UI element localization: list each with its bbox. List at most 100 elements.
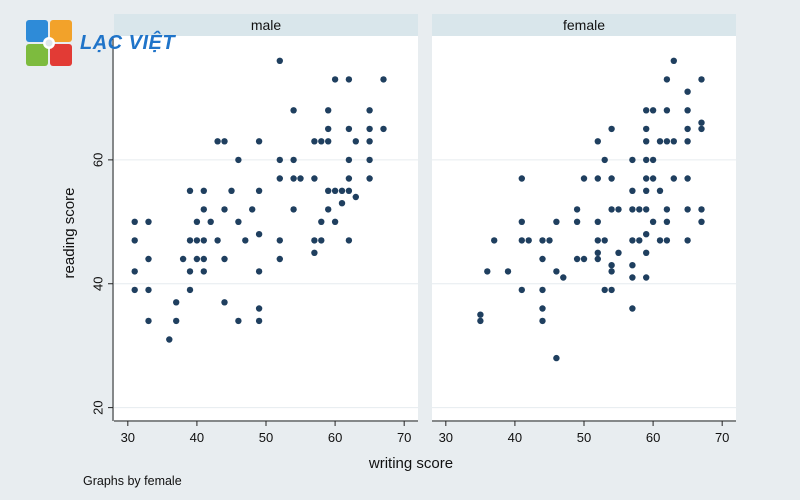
data-point [504, 268, 512, 275]
data-point [656, 237, 664, 244]
data-point [649, 175, 657, 182]
data-point [318, 138, 325, 145]
data-point [200, 187, 207, 194]
logo-mark-icon [26, 20, 72, 66]
data-point [214, 138, 221, 145]
data-point [684, 125, 691, 133]
data-point [318, 237, 325, 244]
data-point [594, 255, 601, 263]
data-point [684, 107, 691, 114]
data-point [608, 286, 615, 294]
data-point [345, 156, 353, 164]
data-point [560, 274, 567, 281]
panel-male: male 30 40 50 60 70 [114, 14, 418, 445]
graphs-by-note: Graphs by female [83, 474, 182, 488]
data-point [656, 138, 664, 145]
data-point [643, 231, 650, 238]
data-point [290, 206, 297, 213]
data-point [636, 237, 643, 244]
data-point [684, 175, 691, 182]
data-point [553, 218, 560, 225]
data-point [311, 237, 318, 244]
data-point [352, 193, 359, 201]
data-point [131, 286, 138, 294]
data-point [539, 286, 546, 294]
data-point [546, 237, 553, 244]
data-point [594, 249, 601, 256]
data-point [698, 218, 705, 225]
data-point [491, 237, 498, 244]
data-point [573, 206, 581, 213]
data-point [228, 187, 235, 194]
data-point [255, 231, 263, 238]
x-tick-label: 70 [397, 430, 411, 445]
data-point [573, 218, 581, 225]
data-point [221, 299, 228, 306]
data-point [200, 255, 207, 263]
data-point [345, 76, 353, 83]
x-tick-label: 30 [439, 430, 453, 445]
data-point [477, 317, 484, 325]
panel-title: female [563, 17, 605, 33]
data-point [608, 206, 615, 213]
data-point [601, 156, 608, 164]
data-point [131, 218, 138, 225]
data-point [276, 57, 283, 64]
data-point [366, 156, 373, 164]
data-point [179, 255, 187, 263]
data-point [193, 218, 201, 225]
data-point [214, 237, 221, 244]
data-point [663, 107, 671, 114]
data-point [484, 268, 491, 275]
data-point [663, 76, 671, 83]
data-point [539, 317, 546, 325]
data-point [615, 249, 622, 256]
plot-area [114, 36, 418, 420]
data-point [643, 107, 650, 114]
data-point [366, 107, 373, 114]
data-point [518, 218, 525, 225]
data-point [629, 206, 636, 213]
data-point [684, 206, 691, 213]
data-point [276, 255, 283, 263]
data-point [608, 268, 615, 275]
data-point [173, 299, 180, 306]
data-point [207, 218, 214, 225]
data-point [670, 57, 677, 64]
data-point [525, 237, 532, 244]
data-point [643, 187, 650, 194]
data-point [539, 255, 546, 263]
data-point [318, 218, 325, 225]
data-point [193, 237, 201, 244]
data-point [345, 125, 353, 133]
data-point [553, 268, 560, 275]
data-point [594, 237, 601, 244]
data-point [594, 175, 601, 182]
data-point [235, 218, 242, 225]
data-point [629, 156, 636, 164]
data-point [221, 206, 228, 213]
data-point [643, 175, 650, 182]
data-point [643, 274, 650, 281]
data-point [186, 237, 194, 244]
x-tick-label: 40 [508, 430, 522, 445]
data-point [331, 187, 339, 194]
y-tick-label: 20 [90, 400, 105, 414]
data-point [663, 138, 671, 145]
data-point [276, 237, 283, 244]
data-point [338, 200, 346, 207]
data-point [235, 156, 242, 164]
data-point [331, 218, 339, 225]
x-tick-label: 50 [577, 430, 591, 445]
data-point [553, 354, 560, 362]
data-point [145, 317, 152, 325]
data-point [345, 237, 353, 244]
data-point [643, 206, 650, 213]
data-point [643, 249, 650, 256]
data-point [338, 187, 346, 194]
data-point [698, 206, 705, 213]
y-axis-title: reading score [61, 188, 78, 279]
data-point [200, 206, 207, 213]
data-point [200, 237, 207, 244]
data-point [608, 125, 615, 133]
